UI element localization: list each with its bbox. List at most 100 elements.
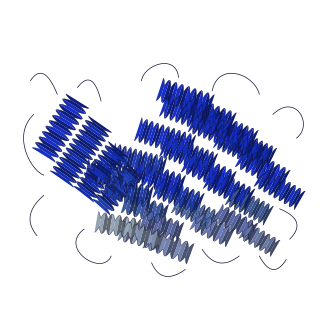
Polygon shape (268, 164, 279, 185)
Polygon shape (162, 127, 170, 150)
Polygon shape (213, 173, 223, 194)
Polygon shape (101, 163, 107, 185)
Polygon shape (77, 182, 97, 198)
Polygon shape (249, 130, 259, 151)
Polygon shape (237, 217, 247, 234)
Polygon shape (190, 191, 199, 212)
Polygon shape (208, 171, 218, 191)
Polygon shape (130, 182, 136, 204)
Polygon shape (132, 183, 138, 204)
Polygon shape (223, 131, 233, 152)
Polygon shape (170, 96, 179, 120)
Polygon shape (180, 86, 189, 109)
Polygon shape (145, 121, 153, 144)
Polygon shape (109, 214, 115, 235)
Polygon shape (219, 176, 229, 196)
Polygon shape (175, 84, 184, 107)
Polygon shape (128, 195, 136, 215)
Polygon shape (228, 113, 236, 134)
Polygon shape (172, 221, 180, 240)
Polygon shape (225, 211, 235, 228)
Polygon shape (85, 120, 108, 137)
Polygon shape (185, 189, 194, 210)
Polygon shape (140, 199, 148, 219)
Polygon shape (186, 154, 196, 175)
Polygon shape (84, 173, 104, 188)
Polygon shape (146, 212, 154, 231)
Polygon shape (139, 210, 147, 229)
Polygon shape (167, 128, 175, 151)
Polygon shape (56, 162, 80, 178)
Polygon shape (246, 152, 258, 173)
Polygon shape (279, 182, 291, 201)
Polygon shape (225, 124, 235, 147)
Polygon shape (126, 195, 134, 215)
Polygon shape (124, 148, 131, 170)
Polygon shape (228, 121, 237, 142)
Polygon shape (82, 125, 105, 141)
Polygon shape (186, 201, 195, 220)
Polygon shape (130, 224, 137, 244)
Polygon shape (262, 146, 272, 165)
Polygon shape (176, 196, 185, 215)
Polygon shape (124, 181, 131, 203)
Polygon shape (218, 128, 228, 150)
Polygon shape (207, 220, 217, 238)
Polygon shape (172, 130, 180, 153)
Polygon shape (209, 164, 220, 185)
Polygon shape (105, 185, 123, 201)
Polygon shape (121, 193, 129, 213)
Polygon shape (228, 129, 238, 148)
Polygon shape (249, 228, 259, 244)
Polygon shape (242, 140, 252, 161)
Polygon shape (231, 214, 241, 231)
Polygon shape (150, 123, 158, 146)
Polygon shape (239, 222, 249, 238)
Polygon shape (237, 138, 248, 159)
Polygon shape (175, 185, 183, 206)
Polygon shape (155, 168, 163, 189)
Polygon shape (233, 131, 243, 151)
Polygon shape (194, 105, 203, 129)
Polygon shape (188, 89, 197, 111)
Polygon shape (211, 114, 220, 135)
Polygon shape (266, 237, 275, 253)
Polygon shape (193, 156, 203, 177)
Polygon shape (274, 167, 285, 188)
Polygon shape (193, 112, 203, 134)
Polygon shape (229, 181, 239, 201)
Polygon shape (235, 191, 245, 210)
Polygon shape (144, 228, 151, 248)
Polygon shape (279, 170, 291, 190)
Polygon shape (201, 207, 210, 226)
Polygon shape (192, 99, 201, 121)
Polygon shape (180, 187, 189, 208)
Polygon shape (193, 99, 202, 121)
Polygon shape (137, 226, 144, 246)
Polygon shape (204, 104, 213, 125)
Polygon shape (137, 162, 145, 184)
Polygon shape (156, 125, 164, 148)
Polygon shape (174, 140, 183, 162)
Polygon shape (157, 179, 166, 199)
Polygon shape (234, 184, 245, 204)
Polygon shape (167, 172, 175, 193)
Polygon shape (185, 144, 193, 166)
Polygon shape (220, 226, 230, 244)
Polygon shape (196, 205, 205, 224)
Polygon shape (189, 146, 198, 168)
Polygon shape (169, 82, 177, 105)
Polygon shape (252, 144, 262, 166)
Polygon shape (126, 167, 132, 190)
Polygon shape (289, 188, 300, 207)
Polygon shape (211, 212, 220, 231)
Polygon shape (172, 173, 180, 195)
Polygon shape (198, 114, 208, 136)
Polygon shape (105, 185, 123, 202)
Polygon shape (217, 116, 226, 137)
Polygon shape (187, 89, 196, 111)
Polygon shape (205, 152, 213, 174)
Polygon shape (257, 158, 268, 179)
Polygon shape (100, 190, 118, 206)
Polygon shape (103, 163, 109, 185)
